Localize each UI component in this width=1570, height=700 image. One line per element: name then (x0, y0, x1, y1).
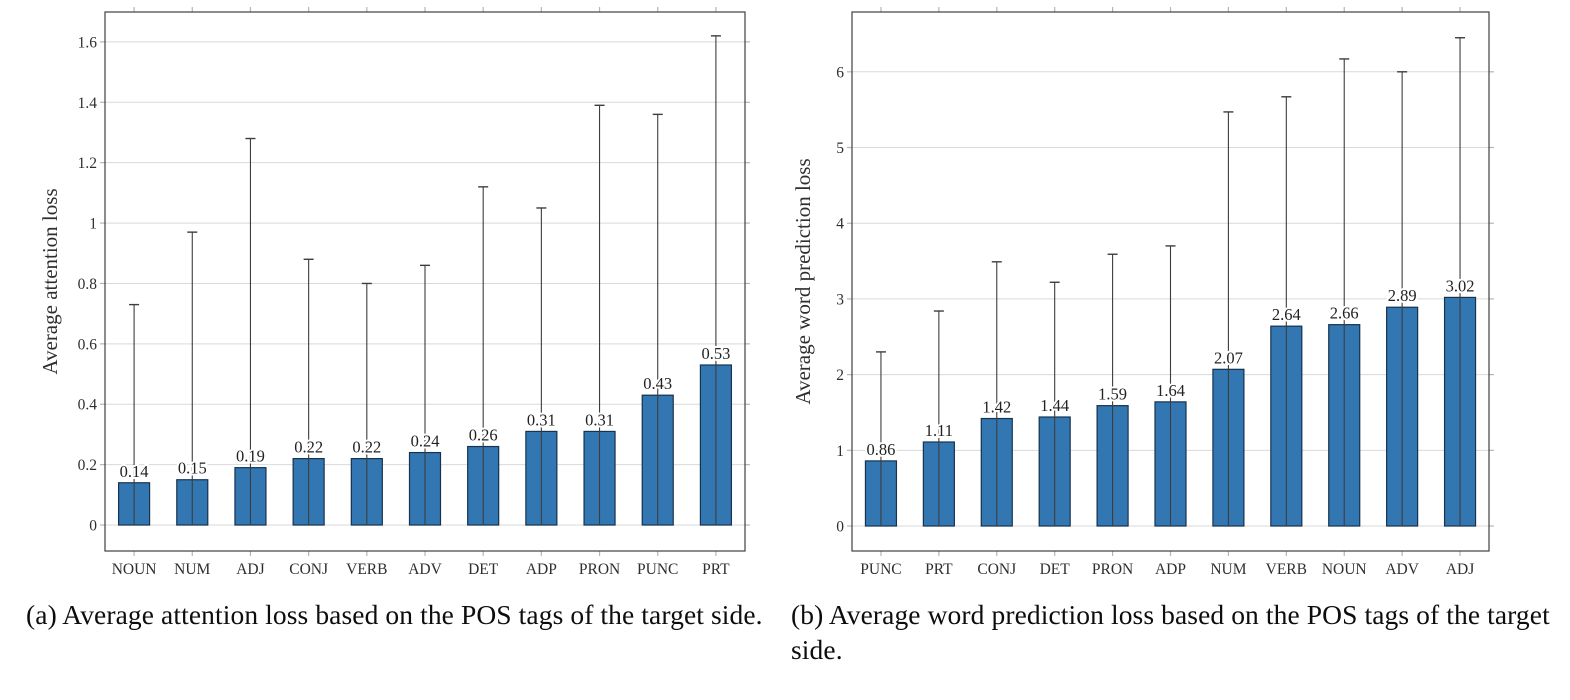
bar-value-label: 1.59 (1098, 385, 1127, 404)
y-tick-label: 0.6 (78, 336, 98, 353)
y-tick-label: 6 (836, 64, 844, 81)
bar-chart-svg: 0 1 2 3 4 5 6 PUNC PRT CONJ DET PRON ADP NUM VERB NOUN A… (791, 7, 1494, 578)
x-tick-label: NUM (1210, 561, 1246, 578)
bar-value-label: 0.43 (643, 374, 672, 393)
bar-value-label: 0.31 (585, 410, 614, 429)
y-tick-label: 1 (836, 443, 844, 460)
x-tick-label: NOUN (112, 561, 157, 578)
x-tick-label: DET (1040, 561, 1071, 578)
caption-a: (a) Average attention loss based on the … (26, 599, 763, 630)
caption-b: (b) Average word prediction loss based o… (791, 599, 1550, 666)
y-tick-label: 0.8 (78, 276, 98, 293)
x-tick-label: PRON (1092, 561, 1133, 578)
y-tick-label: 4 (836, 216, 844, 233)
bar-value-label: 0.22 (352, 438, 381, 457)
bar-value-label: 0.53 (701, 344, 730, 363)
bar-value-label: 0.31 (527, 410, 556, 429)
x-tick-label: CONJ (289, 561, 328, 578)
bar-value-label: 2.64 (1272, 305, 1301, 324)
bar-value-label: 1.44 (1040, 396, 1069, 415)
chart-word-prediction-loss: 0 1 2 3 4 5 6 PUNC PRT CONJ DET PRON ADP NUM VERB NOUN A… (785, 0, 1570, 592)
bar-value-label: 1.64 (1156, 381, 1185, 400)
x-tick-label: DET (468, 561, 499, 578)
bar-value-label: 0.86 (867, 440, 896, 459)
bar-value-label: 2.66 (1330, 304, 1359, 323)
bar-value-label: 1.42 (982, 398, 1011, 417)
x-tick-label: NUM (174, 561, 210, 578)
x-tick-label: ADJ (236, 561, 264, 578)
y-axis-label: Average word prediction loss (791, 158, 815, 404)
plot-box (851, 11, 1490, 552)
y-tick-label: 0.4 (78, 397, 98, 414)
y-tick-label: 1.6 (78, 34, 98, 51)
x-tick-label: ADV (408, 561, 442, 578)
bar-value-label: 0.26 (469, 426, 498, 445)
x-tick-label: VERB (346, 561, 387, 578)
x-tick-label: ADJ (1446, 561, 1474, 578)
x-tick-label: ADP (1155, 561, 1186, 578)
x-tick-label: PUNC (637, 561, 678, 578)
y-axis-label: Average attention loss (38, 188, 62, 374)
bar-value-label: 0.24 (411, 432, 440, 451)
x-tick-label: ADV (1385, 561, 1419, 578)
bar-value-label: 2.89 (1388, 286, 1417, 305)
x-tick-label: PRT (702, 561, 730, 578)
y-tick-label: 0 (836, 519, 844, 536)
bar-value-label: 2.07 (1214, 348, 1243, 367)
bar-chart-svg: 0 0.2 0.4 0.6 0.8 1 1.2 1.4 1.6 NOUN NUM ADJ CONJ VER… (38, 7, 750, 578)
x-tick-label: ADP (526, 561, 557, 578)
y-tick-label: 1.4 (78, 95, 98, 112)
plot-box (104, 11, 746, 552)
bar-value-label: 1.11 (925, 421, 953, 440)
y-tick-label: 0 (89, 518, 97, 535)
y-tick-label: 3 (836, 291, 844, 308)
x-tick-label: CONJ (977, 561, 1016, 578)
chart-attention-loss: 0 0.2 0.4 0.6 0.8 1 1.2 1.4 1.6 NOUN NUM ADJ CONJ VER… (0, 0, 785, 592)
bar-value-label: 0.15 (178, 459, 207, 478)
x-tick-label: PUNC (860, 561, 901, 578)
y-tick-label: 5 (836, 140, 844, 157)
y-tick-label: 1 (89, 216, 97, 233)
x-tick-label: PRT (925, 561, 953, 578)
y-tick-label: 2 (836, 367, 844, 384)
bar-value-label: 0.19 (236, 447, 265, 466)
bar-value-label: 3.02 (1446, 276, 1475, 295)
bar-value-label: 0.14 (120, 462, 149, 481)
x-tick-label: VERB (1266, 561, 1307, 578)
bar-value-label: 0.22 (294, 438, 323, 457)
x-tick-label: PRON (579, 561, 620, 578)
y-tick-label: 1.2 (78, 155, 97, 172)
x-tick-label: NOUN (1322, 561, 1367, 578)
y-tick-label: 0.2 (78, 457, 97, 474)
